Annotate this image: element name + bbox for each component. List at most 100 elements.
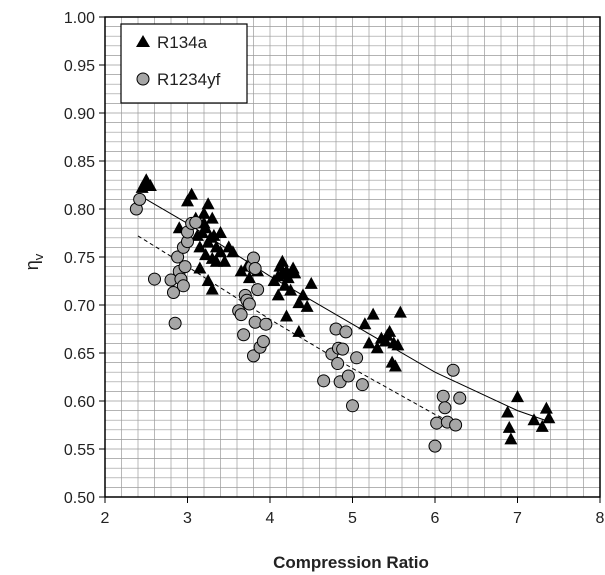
r134a-point	[143, 178, 157, 191]
r134a-point	[280, 309, 293, 322]
r134a-point	[391, 338, 405, 351]
legend-item-r134a: R134a	[136, 33, 208, 52]
svg-text:ηv: ηv	[22, 253, 46, 270]
r1234yf-point	[166, 286, 180, 300]
r1234yf-point	[259, 317, 273, 331]
r134a-point	[393, 305, 407, 318]
r1234yf-point	[247, 251, 260, 265]
r134a-point	[535, 419, 549, 432]
y-tick-label: 0.95	[64, 58, 95, 75]
legend-label-r134a: R134a	[157, 33, 208, 52]
r134a-point	[504, 432, 518, 445]
r134a-point	[214, 245, 227, 258]
r134a-point	[542, 411, 556, 424]
r1234yf-point	[248, 262, 262, 276]
r134a-point	[199, 221, 213, 234]
legend-triangle-marker	[136, 35, 150, 47]
r1234yf-point	[256, 334, 270, 348]
r1234yf-point	[234, 308, 248, 322]
y-tick-label: 0.65	[64, 346, 95, 363]
x-tick-label: 2	[101, 510, 110, 527]
y-tick-label: 0.60	[64, 394, 95, 411]
r134a-point	[185, 187, 199, 200]
legend-circle-marker	[136, 72, 150, 86]
x-tick-label: 4	[266, 510, 275, 527]
r134a-point	[197, 206, 211, 219]
r134a-point	[201, 274, 215, 286]
x-tick-label: 7	[513, 510, 522, 527]
r1234yf-point	[336, 342, 350, 356]
x-tick-label: 8	[596, 510, 605, 527]
r1234yf-point	[355, 378, 369, 392]
r1234yf-point	[178, 260, 192, 274]
r1234yf-point	[339, 325, 353, 339]
r134a-point	[288, 266, 302, 279]
r134a-point	[205, 211, 219, 224]
r1234yf-point	[247, 349, 260, 363]
r134a-point	[218, 254, 232, 267]
y-tick-label: 0.90	[64, 106, 95, 123]
y-tick-label: 0.70	[64, 298, 95, 315]
x-tick-label: 6	[431, 510, 440, 527]
r134a-point	[388, 359, 402, 372]
r134a-point	[205, 282, 219, 295]
r1234yf-point	[237, 328, 251, 342]
y-axis-title: ηv	[22, 253, 46, 270]
r1234yf-point	[317, 374, 331, 388]
r1234yf-point	[436, 389, 450, 403]
r134a-point	[242, 271, 256, 284]
r134a-point	[181, 194, 194, 207]
r1234yf-point	[350, 351, 364, 365]
r1234yf-point	[251, 283, 265, 297]
y-tick-label: 0.75	[64, 250, 95, 267]
r134a-point	[199, 248, 213, 261]
r134a-point	[209, 254, 223, 267]
r134a-point	[214, 226, 227, 238]
y-tick-label: 0.55	[64, 442, 95, 459]
y-tick-labels: 0.50 0.55 0.60 0.65 0.70 0.75 0.80 0.85 0.90 0.95…	[64, 10, 105, 507]
r134a-point	[292, 324, 306, 337]
legend: R134a R1234yf	[120, 23, 248, 104]
r134a-point	[370, 341, 384, 354]
r1234yf-point	[430, 416, 444, 430]
r1234yf-point	[171, 250, 185, 264]
r1234yf-point	[331, 357, 345, 371]
r134a-point	[284, 283, 298, 296]
r1234yf-point	[242, 297, 256, 311]
x-tick-labels: 2 3 4 5 6 7 8	[101, 497, 605, 527]
r134a-point	[271, 288, 285, 301]
r1234yf-point	[168, 316, 182, 330]
x-axis-title: Compression Ratio	[273, 553, 429, 572]
y-tick-label: 0.85	[64, 154, 95, 171]
y-tick-label: 1.00	[64, 10, 95, 27]
legend-item-r1234yf: R1234yf	[136, 70, 221, 89]
x-tick-label: 5	[348, 510, 357, 527]
r1234yf-point	[428, 439, 442, 453]
r1234yf-point	[453, 391, 467, 405]
r1234yf-point	[346, 399, 359, 413]
trend-line-r1234yf	[137, 235, 452, 423]
r1234yf-point	[176, 279, 190, 293]
r134a-point	[278, 278, 292, 291]
r1234yf-point	[449, 418, 463, 432]
r134a-point	[366, 307, 380, 320]
r134a-point	[362, 336, 376, 349]
r134a-point	[304, 276, 318, 289]
r1234yf-point	[248, 315, 262, 329]
r134a-point	[193, 261, 207, 274]
x-tick-label: 3	[183, 510, 192, 527]
r134a-point	[281, 271, 295, 284]
trend-lines	[137, 194, 551, 423]
r134a-point	[300, 299, 314, 312]
y-tick-label: 0.50	[64, 490, 95, 507]
y-axis-subscript: v	[31, 253, 46, 260]
legend-label-r1234yf: R1234yf	[157, 70, 221, 89]
r134a-point	[501, 405, 515, 418]
r1234yf-point	[133, 192, 147, 206]
r134a-point	[383, 324, 397, 337]
r134a-point	[539, 401, 553, 414]
r134a-point	[292, 296, 306, 309]
y-axis-symbol: η	[22, 260, 42, 270]
r134a-point	[201, 197, 215, 210]
